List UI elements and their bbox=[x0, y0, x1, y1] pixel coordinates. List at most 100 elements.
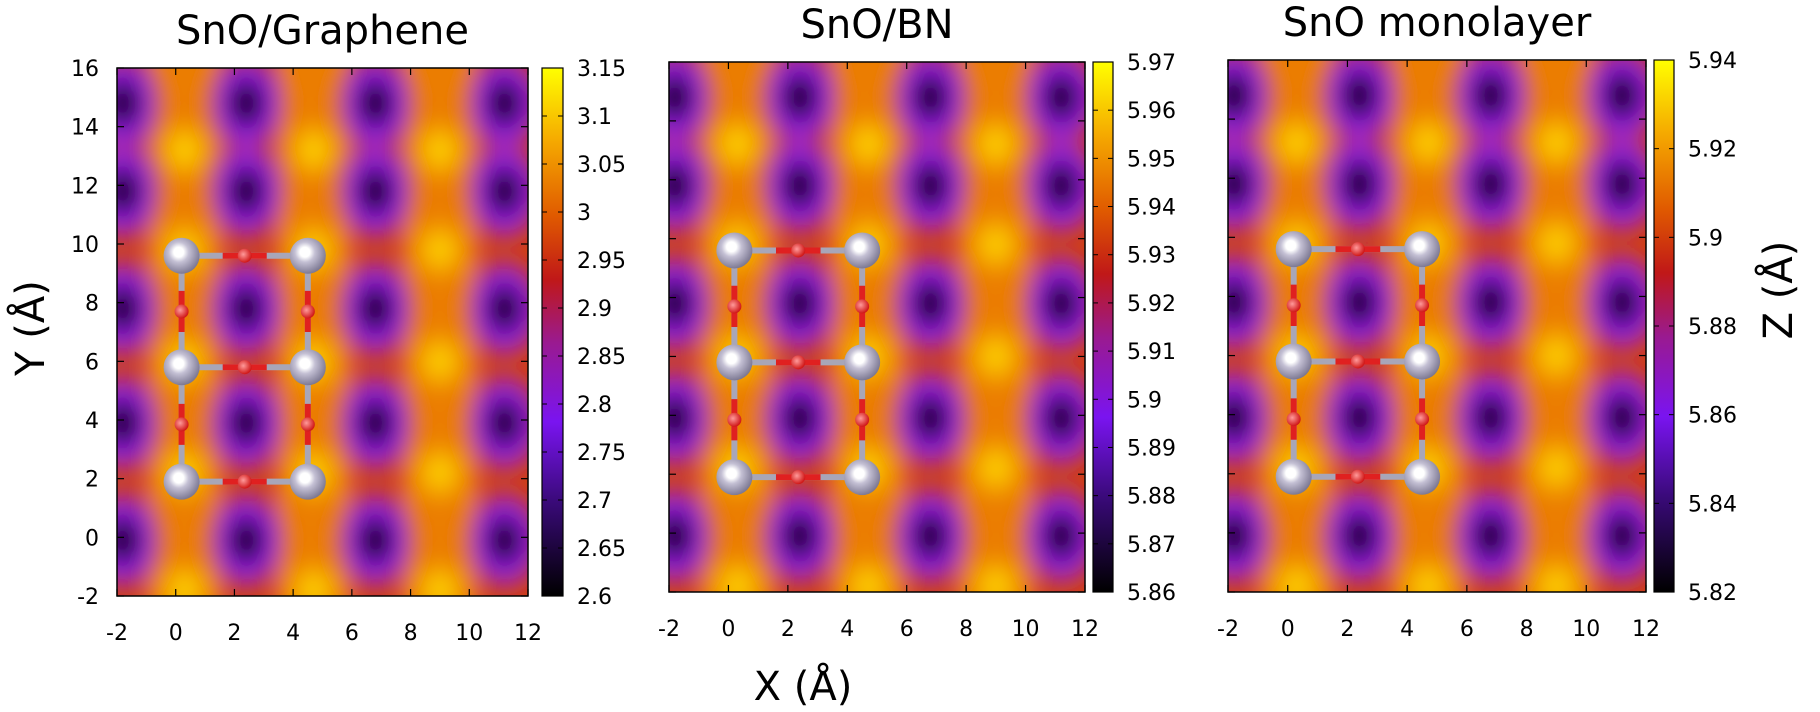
tin-atom bbox=[289, 463, 326, 500]
x-tick-label: 10 bbox=[1012, 617, 1040, 642]
x-tick-label: 0 bbox=[721, 617, 735, 642]
x-tick-label: 8 bbox=[959, 617, 973, 642]
x-tick-label: 4 bbox=[840, 617, 854, 642]
colorbar-tick-label: 5.82 bbox=[1688, 581, 1737, 606]
minimum-spot bbox=[1575, 60, 1646, 155]
minimum-spot bbox=[200, 249, 292, 368]
colorbar-tick-label: 2.85 bbox=[577, 345, 626, 370]
oxygen-atom bbox=[300, 417, 315, 432]
minimum-spot bbox=[753, 126, 846, 245]
oxygen-atom bbox=[1415, 298, 1430, 313]
tin-atom bbox=[1404, 458, 1441, 495]
colorbar-tick-label: 5.92 bbox=[1688, 138, 1737, 163]
colorbar-tick-label: 5.88 bbox=[1127, 485, 1176, 510]
minimum-spot bbox=[329, 132, 421, 250]
minimum-spot bbox=[117, 481, 169, 596]
oxygen-atom bbox=[174, 417, 189, 432]
heatmap-field bbox=[117, 68, 528, 596]
minimum-spot bbox=[459, 132, 528, 250]
colorbar-tick-label: 5.86 bbox=[1688, 404, 1737, 429]
tin-atom bbox=[716, 344, 753, 381]
colorbar-tick-label: 5.9 bbox=[1127, 388, 1162, 413]
maximum-spot bbox=[395, 422, 484, 523]
maximum-spot bbox=[395, 200, 484, 300]
minimum-spot bbox=[329, 364, 421, 482]
y-tick-label: -2 bbox=[77, 585, 99, 610]
oxygen-atom bbox=[1286, 412, 1301, 427]
colorbar-tick-label: 3 bbox=[577, 201, 591, 226]
minimum-spot bbox=[1228, 358, 1281, 477]
colorbar-tick-label: 2.9 bbox=[577, 297, 612, 322]
minimum-spot bbox=[1313, 125, 1406, 244]
minimum-spot bbox=[1015, 477, 1085, 592]
panel-3: SnO monolayer -2 0 2 4 6 8 10 12 5.82 5.84 5.86 5.88… bbox=[1217, 0, 1737, 642]
colorbar-tick-label: 5.94 bbox=[1127, 196, 1176, 221]
x-tick-label: 6 bbox=[1460, 617, 1474, 642]
colorbar-tick-label: 2.8 bbox=[577, 393, 612, 418]
tin-atom bbox=[163, 237, 200, 274]
heatmap bbox=[117, 68, 528, 596]
tin-atom bbox=[1275, 231, 1312, 268]
minimum-spot bbox=[884, 244, 977, 363]
heatmap bbox=[1228, 60, 1646, 592]
minimum-spot bbox=[1228, 243, 1281, 362]
x-tick-label: 12 bbox=[1632, 617, 1660, 642]
minimum-spot bbox=[117, 249, 169, 368]
minimum-spot bbox=[459, 68, 528, 162]
oxygen-atom bbox=[791, 470, 806, 485]
colorbar-tick-label: 5.88 bbox=[1688, 315, 1737, 340]
x-tick-label: 12 bbox=[1071, 617, 1099, 642]
minimum-spot bbox=[329, 68, 421, 162]
plot-frame bbox=[668, 61, 1086, 593]
minimum-spot bbox=[1444, 243, 1538, 362]
x-tick-label: 10 bbox=[455, 621, 483, 646]
minimum-spot bbox=[329, 481, 421, 596]
z-axis-label: Z (Å) bbox=[1754, 241, 1802, 340]
tin-atom bbox=[1275, 343, 1312, 380]
minimum-spot bbox=[669, 359, 721, 478]
oxygen-atom bbox=[1350, 242, 1365, 257]
minimum-spot bbox=[1575, 125, 1646, 244]
colorbar bbox=[1092, 61, 1114, 593]
colorbar-tick-label: 5.89 bbox=[1127, 436, 1176, 461]
minimum-spot bbox=[669, 62, 721, 157]
minimum-spot bbox=[200, 481, 292, 596]
atom-lattice bbox=[716, 232, 881, 496]
maximum-spot bbox=[951, 418, 1041, 519]
minimum-spot bbox=[1313, 243, 1406, 362]
minimum-spot bbox=[1313, 358, 1406, 477]
oxygen-atom bbox=[1350, 354, 1365, 369]
x-tick-label: -2 bbox=[106, 621, 128, 646]
minimum-spot bbox=[1575, 358, 1646, 477]
minimum-spot bbox=[1313, 476, 1406, 592]
colorbar-tick-label: 5.93 bbox=[1127, 244, 1176, 269]
colorbar-tick-label: 5.86 bbox=[1127, 581, 1176, 606]
y-tick-label: 6 bbox=[85, 350, 99, 375]
y-tick-label: 14 bbox=[71, 116, 99, 141]
colorbar-tick-label: 2.75 bbox=[577, 441, 626, 466]
minimum-spot bbox=[1575, 243, 1646, 362]
minimum-spot bbox=[1313, 60, 1406, 155]
x-tick-label: 2 bbox=[227, 621, 241, 646]
y-tick-label: 16 bbox=[71, 57, 99, 82]
tin-atom bbox=[716, 232, 753, 269]
atom-lattice bbox=[1275, 231, 1441, 495]
minimum-spot bbox=[1015, 62, 1085, 157]
minimum-spot bbox=[117, 68, 169, 162]
minimum-spot bbox=[669, 244, 721, 363]
colorbar-tick-label: 5.97 bbox=[1127, 51, 1176, 76]
maximum-spot bbox=[951, 306, 1041, 407]
minimum-spot bbox=[459, 481, 528, 596]
tin-atom bbox=[1404, 343, 1441, 380]
x-tick-label: 8 bbox=[1520, 617, 1534, 642]
x-tick-label: 0 bbox=[169, 621, 183, 646]
y-tick-label: 8 bbox=[85, 292, 99, 317]
oxygen-atom bbox=[1415, 412, 1430, 427]
panel-1: SnO/Graphene -2 0 2 4 6 8 10 12 -2 0 2 4 6 8 10 12 14 16 2.… bbox=[71, 8, 626, 646]
minimum-spot bbox=[1444, 125, 1538, 244]
minimum-spot bbox=[459, 364, 528, 482]
colorbar-tick-label: 3.15 bbox=[577, 57, 626, 82]
x-tick-label: 10 bbox=[1572, 617, 1600, 642]
y-tick-label: 4 bbox=[85, 409, 99, 434]
